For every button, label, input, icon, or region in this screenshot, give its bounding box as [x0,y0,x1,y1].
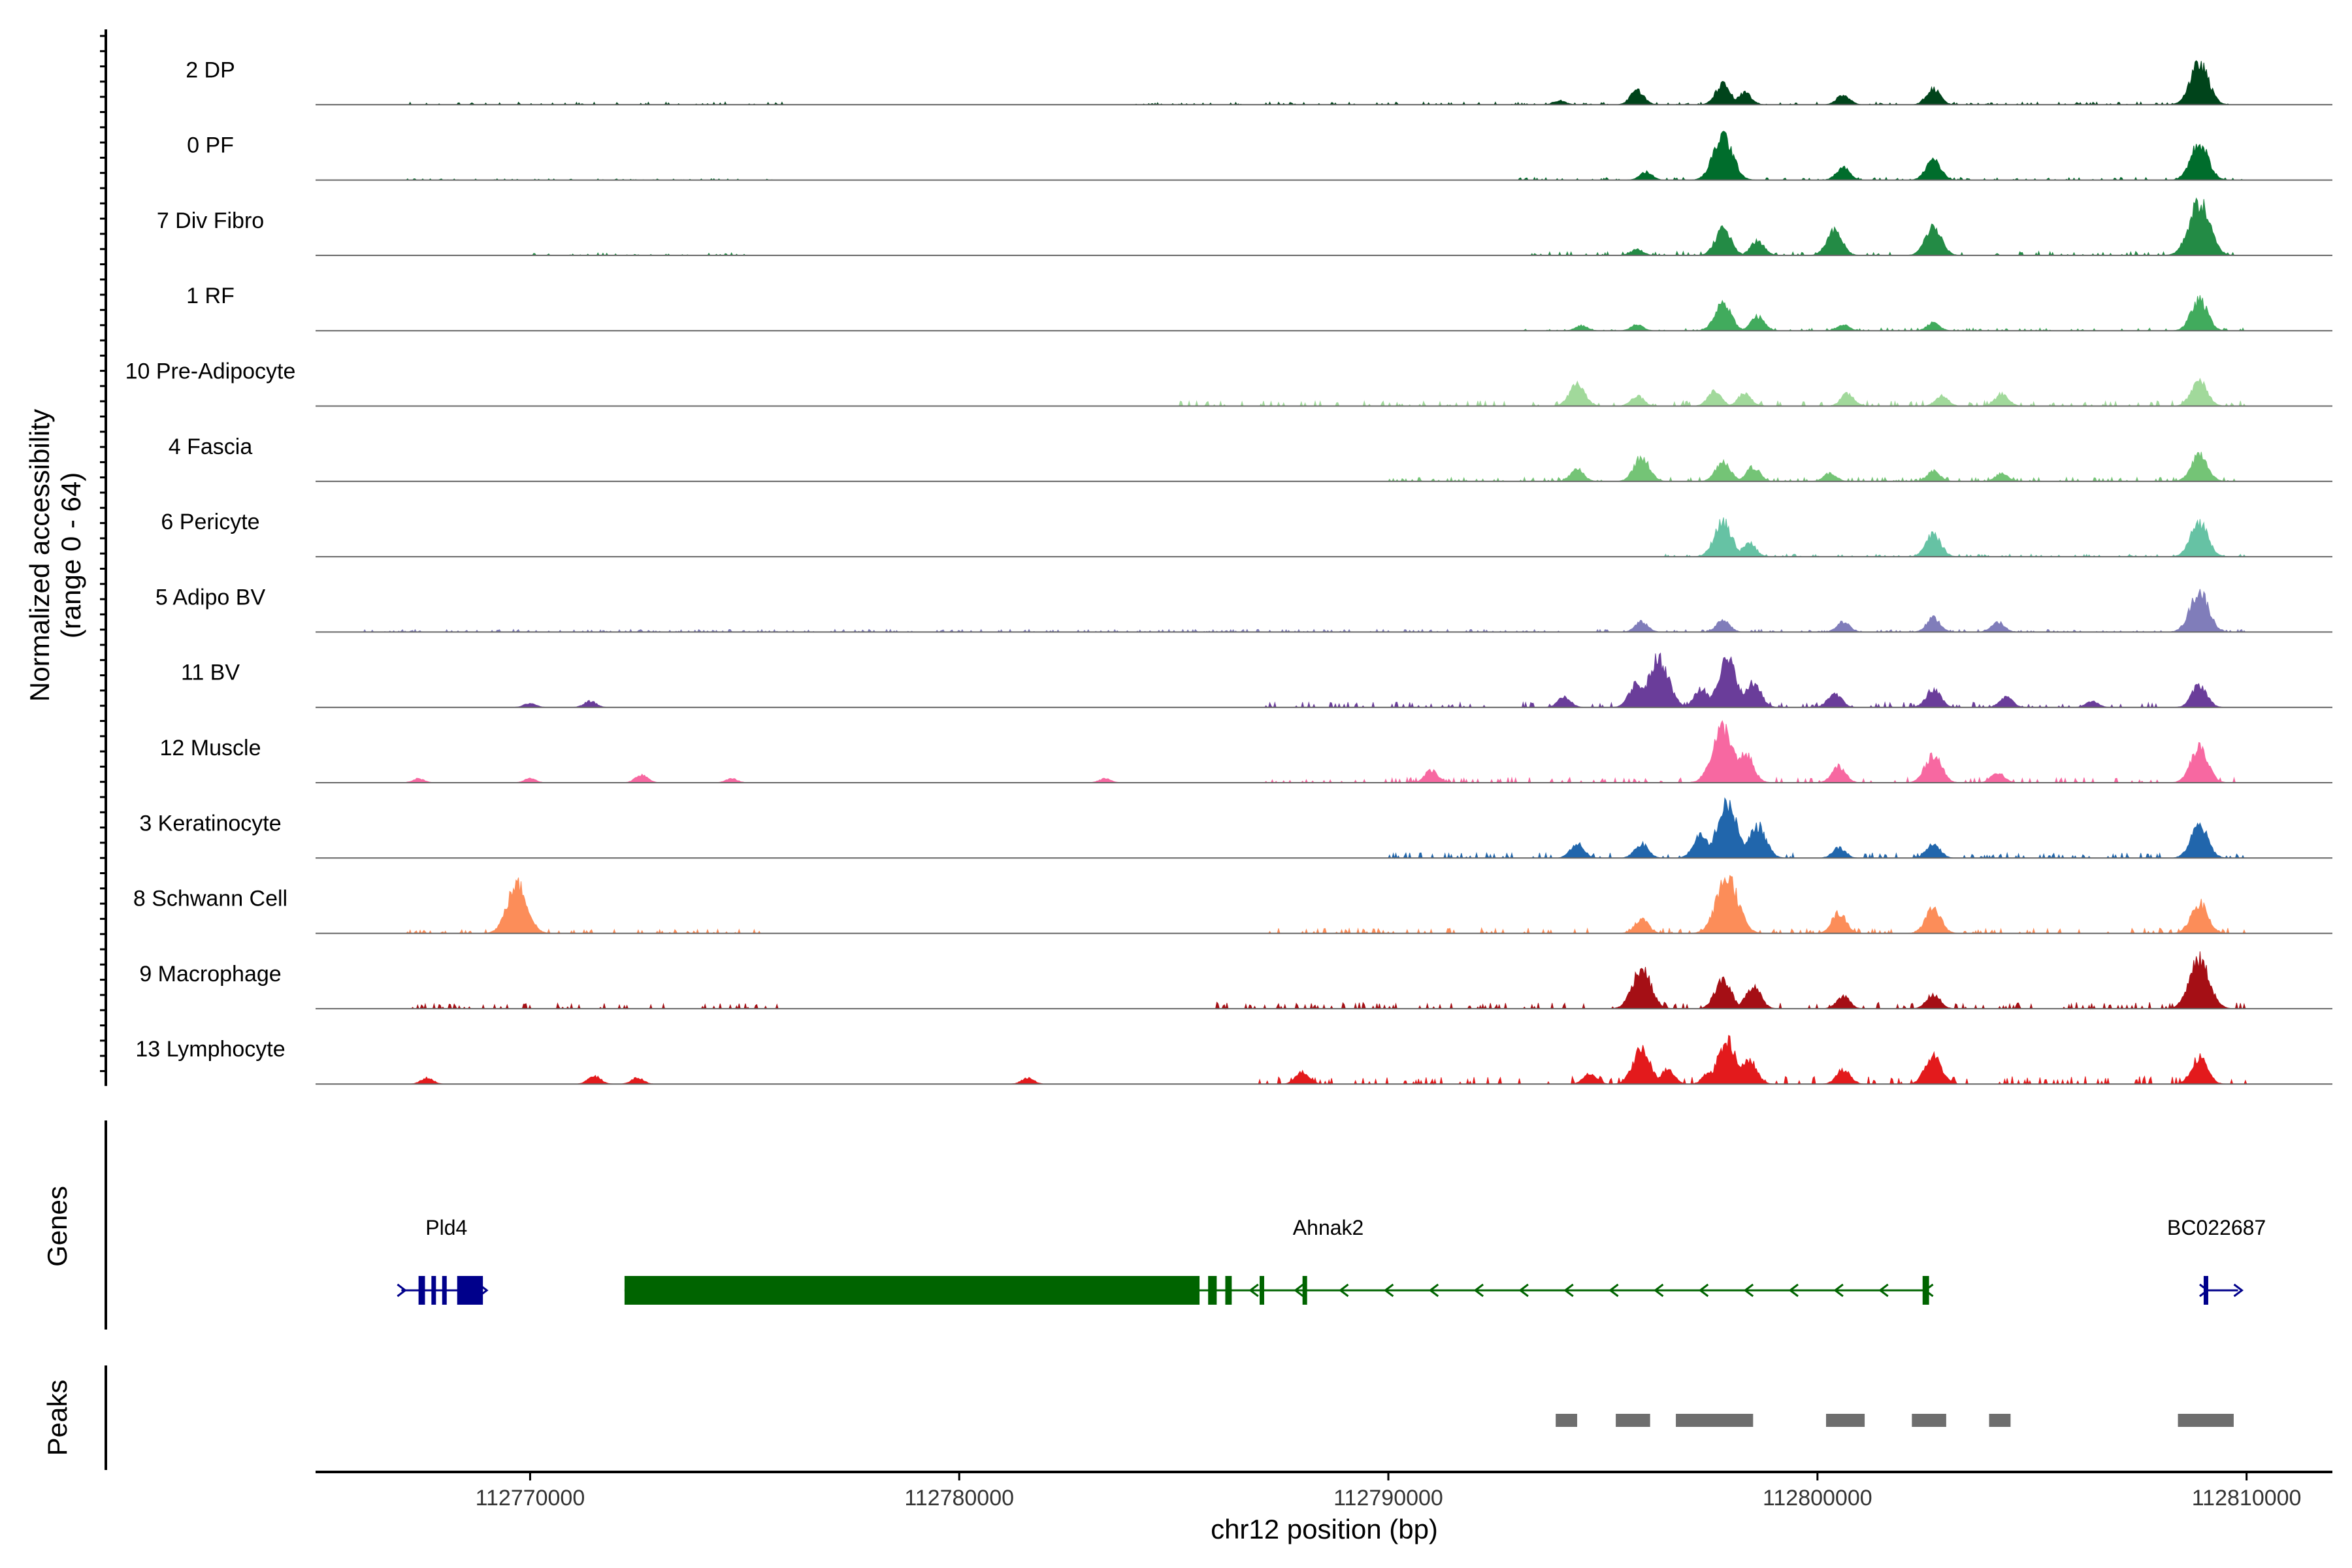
x-axis-title: chr12 position (bp) [1211,1514,1438,1544]
strand-arrow [1698,1283,1709,1298]
strand-arrow [1518,1283,1529,1298]
strand-arrow [1653,1283,1664,1298]
peaks-panel-label: Peaks [42,1380,73,1456]
strand-arrow [1743,1283,1754,1298]
track-label: 1 RF [186,284,235,308]
gene-exon [457,1276,483,1305]
gene-exon [1208,1276,1217,1305]
gene-name: BC022687 [2167,1216,2266,1239]
coverage-tracks [316,60,2332,1086]
coverage-area [316,60,2332,106]
coverage-area [316,589,2332,633]
track-label: 9 Macrophage [139,962,281,987]
coverage-area [316,517,2332,558]
x-tick-label: 112770000 [476,1486,585,1511]
track-label: 2 DP [186,57,235,82]
strand-arrow [2233,1283,2244,1298]
track-label: 3 Keratinocyte [139,811,281,836]
peaks-panel: Peaks [42,1365,2234,1470]
gene-exon [418,1276,425,1305]
track-label: 4 Fascia [169,434,253,459]
strand-arrow [1878,1283,1889,1298]
x-tick-label: 112780000 [904,1486,1014,1511]
gene-exon [624,1276,1200,1305]
coverage-area [316,451,2332,483]
strand-arrow [1563,1283,1574,1298]
strand-arrow [2199,1283,2210,1298]
strand-arrow [1609,1283,1619,1298]
strand-arrow [1923,1283,1934,1298]
y-axis-title-line-2: (range 0 - 64) [56,472,86,638]
gene-exon [442,1276,447,1305]
track-label: 12 Muscle [160,736,261,760]
strand-arrow [1788,1283,1799,1298]
gene-exon [1302,1276,1307,1305]
peak-region [1989,1414,2011,1427]
track-labels: 2 DP 0 PF 7 Div Fibro 1 RF 10 Pre-Adipocyte 4… [125,57,296,1062]
coverage-area [316,131,2332,181]
genes-panel: Genes Pld4 Ahnak2 BC022687 [42,1120,2266,1330]
peak-region [2178,1414,2234,1427]
gene-name: Ahnak2 [1293,1216,1364,1239]
strand-arrow [397,1283,407,1298]
track-label: 7 Div Fibro [157,208,264,233]
peak-region [1556,1414,1578,1427]
gene-exon [1225,1276,1232,1305]
y-axis-title-line-1: Normalized accessibility [24,409,55,702]
coverage-area [316,797,2332,860]
gene-name: Pld4 [425,1216,467,1239]
coverage-area [316,720,2332,784]
x-axis: chr12 position (bp) 112770000 112780000 11… [316,1471,2332,1544]
coverage-area [316,197,2332,257]
strand-arrow [1294,1283,1304,1298]
peak-region [1616,1414,1650,1427]
gene-exon [2203,1276,2208,1305]
gene-exon [1259,1276,1264,1305]
track-label: 10 Pre-Adipocyte [125,359,296,384]
coverage-area [316,652,2332,709]
peak-region [1825,1414,1865,1427]
track-label: 13 Lymphocyte [135,1037,285,1062]
x-tick-label: 112810000 [2192,1486,2302,1511]
strand-arrow [1428,1283,1439,1298]
coverage-area [316,951,2332,1010]
track-label: 5 Adipo BV [155,585,266,610]
coverage-area [316,1035,2332,1086]
strand-arrow [478,1283,489,1298]
strand-arrow [1339,1283,1349,1298]
coverage-area [316,875,2332,935]
peak-region [1676,1414,1754,1427]
genes-panel-label: Genes [42,1186,73,1267]
track-label: 0 PF [187,133,234,158]
coverage-area [316,295,2332,332]
x-tick-label: 112800000 [1763,1486,1872,1511]
strand-arrow [1473,1283,1484,1298]
y-axis: Normalized accessibility (range 0 - 64) [24,29,107,1086]
strand-arrow [1833,1283,1844,1298]
gene-exon [431,1276,436,1305]
coverage-area [316,378,2332,408]
peak-region [1912,1414,1946,1427]
strand-arrow [1383,1283,1394,1298]
strand-arrow [1249,1283,1259,1298]
x-tick-label: 112790000 [1333,1486,1443,1511]
track-label: 8 Schwann Cell [133,887,287,911]
track-label: 6 Pericyte [161,510,259,534]
track-label: 11 BV [181,661,240,685]
